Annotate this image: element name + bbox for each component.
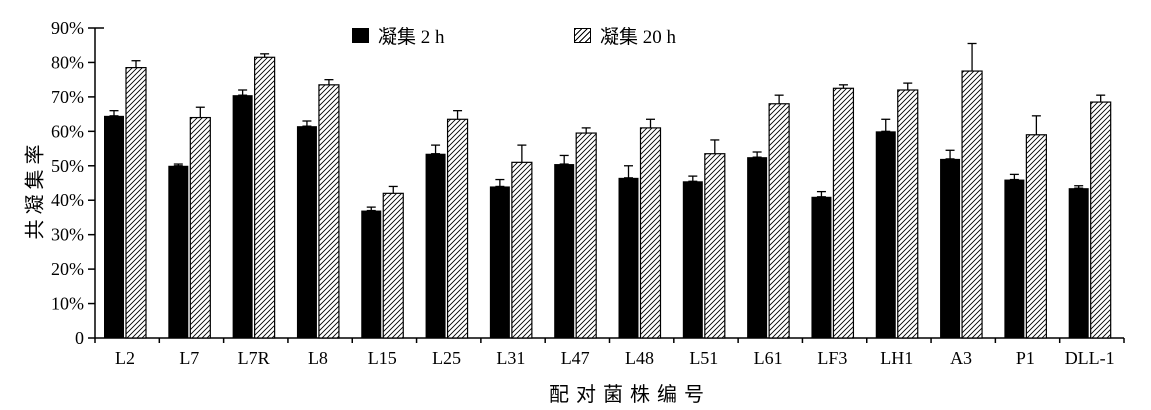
bar-20h-L48	[639, 127, 662, 339]
x-category-label-L7R: L7R	[238, 348, 270, 368]
y-tick-label: 70%	[51, 87, 84, 107]
y-tick-label: 80%	[51, 52, 84, 72]
x-category-label-L15: L15	[368, 348, 397, 368]
bar-20h-DLL-1	[1090, 101, 1112, 339]
bar-20h-L25	[446, 118, 469, 339]
bar-2h-L2	[104, 115, 124, 338]
y-tick-label: 30%	[51, 225, 84, 245]
bar-20h-LF3	[832, 87, 855, 339]
bar-2h-L31	[489, 186, 510, 338]
x-category-label-LH1: LH1	[880, 348, 913, 368]
bar-2h-L7R	[232, 95, 253, 339]
bar-2h-P1	[1004, 179, 1025, 338]
y-tick-label: 90%	[51, 18, 84, 38]
bar-20h-L7R	[254, 56, 276, 339]
bar-2h-L25	[425, 153, 446, 338]
bar-2h-L51	[682, 181, 703, 338]
x-category-label-A3: A3	[950, 348, 972, 368]
bar-2h-DLL-1	[1068, 188, 1089, 338]
x-category-label-L47: L47	[561, 348, 590, 368]
bar-2h-A3	[940, 158, 961, 338]
y-tick-label: 10%	[51, 294, 84, 314]
x-category-label-L8: L8	[308, 348, 328, 368]
y-tick-label: 50%	[51, 156, 84, 176]
bar-2h-L47	[554, 164, 575, 338]
x-category-label-LF3: LF3	[817, 348, 847, 368]
x-category-label-L2: L2	[115, 348, 135, 368]
bar-20h-L15	[382, 192, 404, 339]
x-category-label-L7: L7	[179, 348, 199, 368]
y-tick-label: 20%	[51, 259, 84, 279]
bar-2h-LF3	[811, 196, 832, 338]
x-category-label-L25: L25	[432, 348, 461, 368]
bar-20h-L8	[318, 84, 340, 339]
bar-20h-LH1	[897, 89, 919, 339]
bar-20h-L7	[189, 116, 211, 339]
x-category-label-L31: L31	[496, 348, 525, 368]
bar-2h-L7	[168, 165, 189, 338]
bar-2h-L48	[618, 177, 639, 338]
x-category-label-L48: L48	[625, 348, 654, 368]
y-tick-label: 0	[75, 328, 84, 348]
x-category-label-L51: L51	[689, 348, 718, 368]
x-category-label-P1: P1	[1016, 348, 1035, 368]
x-category-label-DLL-1: DLL-1	[1065, 348, 1115, 368]
bar-20h-P1	[1025, 134, 1047, 339]
bar-2h-L15	[361, 210, 382, 338]
y-tick-label: 40%	[51, 190, 84, 210]
bar-2h-L61	[747, 157, 768, 338]
bar-20h-L47	[575, 132, 597, 339]
bar-20h-L2	[125, 67, 147, 339]
bar-20h-L51	[704, 153, 726, 339]
bar-20h-A3	[961, 70, 983, 339]
x-category-label-L61: L61	[754, 348, 783, 368]
bar-20h-L61	[768, 103, 790, 339]
bar-2h-LH1	[875, 131, 896, 338]
bar-2h-L8	[296, 126, 317, 339]
y-tick-label: 60%	[51, 121, 84, 141]
bar-20h-L31	[511, 161, 533, 339]
